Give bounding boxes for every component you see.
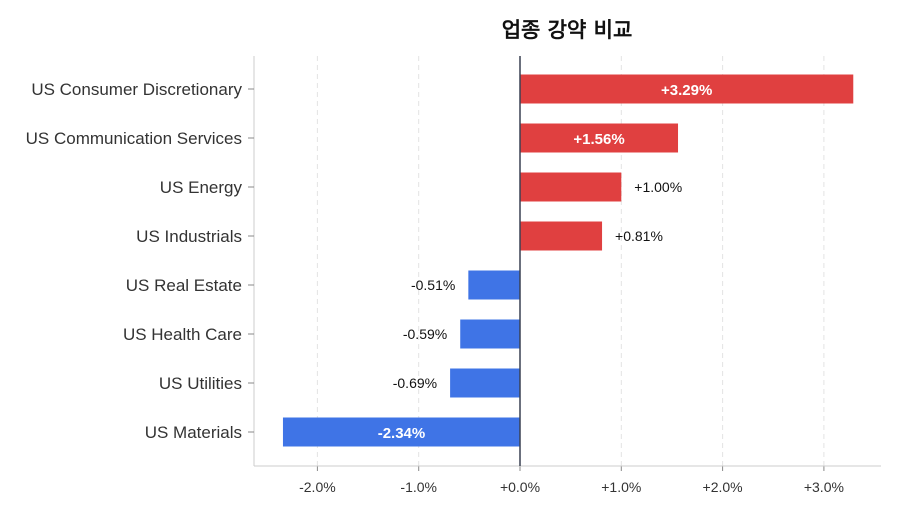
category-label: US Industrials (136, 227, 242, 246)
value-label: -0.51% (411, 277, 455, 293)
axes (248, 56, 881, 471)
labels: -2.0% -1.0% +0.0% +1.0% +2.0% +3.0% US Consume… (26, 80, 844, 495)
value-label: -0.59% (403, 326, 447, 342)
x-tick-label: +0.0% (500, 479, 540, 495)
value-label: +3.29% (661, 82, 712, 99)
bar (282, 417, 520, 447)
category-label: US Energy (160, 178, 243, 197)
bar (520, 172, 622, 202)
value-label: +1.56% (573, 131, 624, 148)
bar (450, 368, 520, 398)
x-tick-label: -1.0% (400, 479, 437, 495)
category-label: US Consumer Discretionary (31, 80, 242, 99)
bar (520, 74, 854, 104)
x-tick-label: +3.0% (804, 479, 844, 495)
grid-lines (316, 56, 825, 466)
value-label: -2.34% (378, 425, 426, 442)
bar (520, 123, 679, 153)
x-tick-label: +2.0% (703, 479, 743, 495)
category-label: US Real Estate (126, 276, 242, 295)
x-tick-label: -2.0% (299, 479, 336, 495)
bars (282, 74, 854, 447)
bar (468, 270, 520, 300)
value-label: +1.00% (634, 179, 682, 195)
bar (520, 221, 603, 251)
category-label: US Utilities (159, 374, 242, 393)
value-label: +0.81% (615, 228, 663, 244)
chart-title: 업종 강약 비교 (502, 18, 633, 42)
category-label: US Health Care (123, 325, 242, 344)
bar (460, 319, 520, 349)
value-label: -0.69% (393, 375, 437, 391)
category-label: US Communication Services (26, 129, 242, 148)
category-label: US Materials (145, 423, 242, 442)
x-tick-label: +1.0% (601, 479, 641, 495)
